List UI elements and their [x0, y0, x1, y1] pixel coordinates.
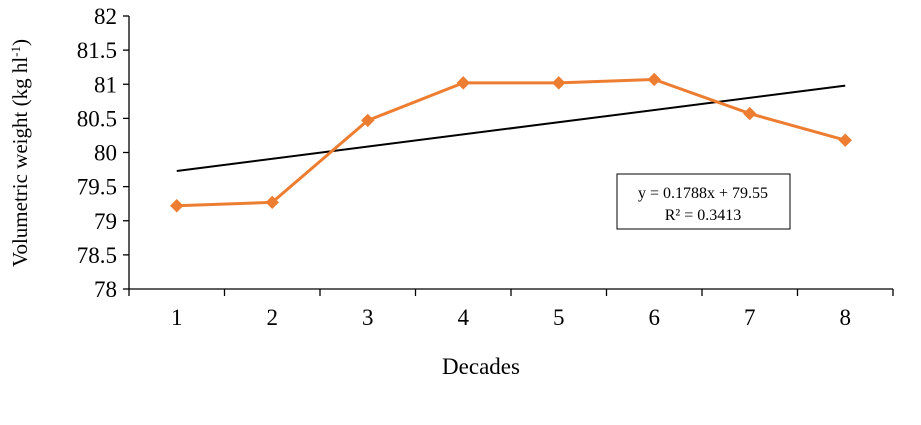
y-tick-label: 81.5: [77, 38, 117, 63]
y-axis-label-superscript: -1: [8, 46, 23, 57]
trendline-group: [176, 84, 846, 173]
y-tick-label: 79: [94, 209, 117, 234]
y-tick-label: 80.5: [77, 106, 117, 131]
x-axis-label: Decades: [442, 354, 520, 379]
trendline-r2: R² = 0.3413: [665, 207, 742, 224]
y-axis-ticks: 78 78.5 79 79.5 80 80.5 81 81.5 82: [77, 4, 129, 302]
y-tick-label: 78.5: [77, 243, 117, 268]
data-point-marker: [552, 76, 566, 90]
data-point-marker: [170, 199, 184, 213]
x-tick-label: 4: [458, 305, 470, 330]
x-tick-label: 8: [840, 305, 852, 330]
data-point-marker: [838, 133, 852, 147]
y-axis-label: Volumetric weight (kg hl-1): [8, 39, 32, 267]
y-tick-label: 80: [94, 141, 117, 166]
y-axis-label-close: ): [8, 39, 32, 46]
y-tick-label: 81: [94, 72, 117, 97]
y-tick-label: 78: [94, 277, 117, 302]
x-tick-label: 2: [267, 305, 279, 330]
trendline-equation-box: y = 0.1788x + 79.55 R² = 0.3413: [616, 173, 791, 230]
data-point-marker: [456, 76, 470, 90]
axes: [128, 16, 893, 290]
trendline: [176, 84, 846, 173]
y-tick-label: 82: [94, 4, 117, 29]
data-point-marker: [361, 113, 375, 128]
equation-box-frame: [616, 173, 791, 230]
x-tick-label: 3: [362, 305, 374, 330]
y-axis-label-main: Volumetric weight (kg hl: [8, 57, 32, 267]
x-tick-label: 7: [744, 305, 756, 330]
x-tick-label: 1: [171, 305, 183, 330]
data-point-marker: [743, 106, 757, 121]
data-point-marker: [265, 195, 279, 210]
x-axis-ticks: 1 2 3 4 5 6 7 8: [128, 289, 894, 330]
y-tick-label: 79.5: [77, 175, 117, 200]
trendline-equation: y = 0.1788x + 79.55: [638, 185, 768, 202]
series-line: [176, 77, 846, 208]
x-tick-label: 5: [553, 305, 565, 330]
x-tick-label: 6: [649, 305, 661, 330]
data-point-marker: [647, 72, 661, 87]
series-group: [170, 72, 852, 213]
